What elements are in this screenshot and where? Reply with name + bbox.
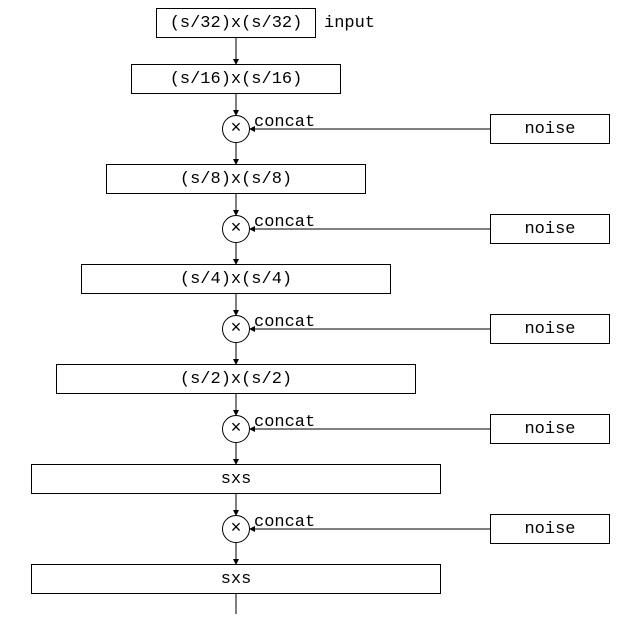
concat-label-2: concat [254,113,315,132]
concat-op-3: × [222,215,250,243]
stage-box-0: (s/32)x(s/32) [156,8,316,38]
stage-box-5: sxs [31,464,441,494]
noise-box-4: noise [490,314,610,344]
noise-box-6: noise [490,514,610,544]
stage-box-3: (s/4)x(s/4) [81,264,391,294]
concat-label-6: concat [254,513,315,532]
stage-box-4: (s/2)x(s/2) [56,364,416,394]
concat-label-5: concat [254,413,315,432]
noise-box-5: noise [490,414,610,444]
concat-op-5: × [222,415,250,443]
noise-box-3: noise [490,214,610,244]
stage-box-1: (s/16)x(s/16) [131,64,341,94]
concat-label-3: concat [254,213,315,232]
flowchart-canvas: (s/32)x(s/32) (s/16)x(s/16) (s/8)x(s/8) (s/… [0,0,640,625]
input-label: input [324,14,375,33]
noise-box-2: noise [490,114,610,144]
stage-box-2: (s/8)x(s/8) [106,164,366,194]
stage-box-6: sxs [31,564,441,594]
concat-op-6: × [222,515,250,543]
concat-op-4: × [222,315,250,343]
concat-label-4: concat [254,313,315,332]
concat-op-2: × [222,115,250,143]
